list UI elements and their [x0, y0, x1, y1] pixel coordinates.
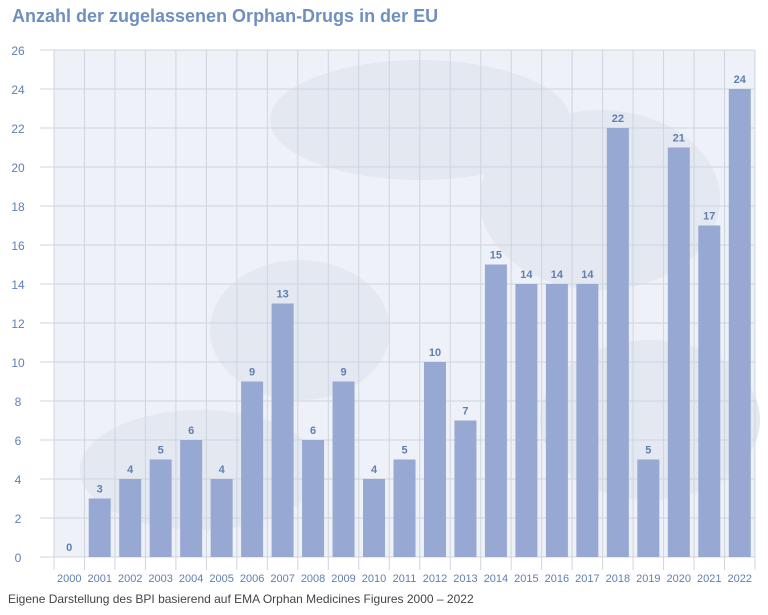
data-label: 5	[401, 445, 407, 457]
data-label: 14	[581, 269, 594, 281]
y-tick-label: 24	[11, 83, 25, 97]
x-tick-label: 2011	[393, 573, 417, 585]
x-tick-label: 2004	[179, 573, 203, 585]
data-label: 15	[490, 250, 502, 262]
map-shape	[210, 260, 390, 400]
x-tick-label: 2021	[697, 573, 721, 585]
y-tick-label: 22	[11, 122, 25, 136]
bar	[545, 284, 568, 557]
y-tick-label: 20	[11, 161, 25, 175]
x-tick-label: 2006	[240, 573, 264, 585]
bar	[484, 264, 507, 557]
x-tick-label: 2012	[423, 573, 447, 585]
x-tick-label: 2008	[301, 573, 325, 585]
bar	[119, 479, 142, 557]
chart-title: Anzahl der zugelassenen Orphan-Drugs in …	[12, 6, 439, 26]
source-note: Eigene Darstellung des BPI basierend auf…	[8, 592, 474, 606]
y-tick-label: 26	[11, 44, 25, 58]
y-tick-label: 8	[15, 395, 22, 409]
bar	[88, 498, 111, 557]
x-tick-label: 2017	[575, 573, 599, 585]
x-tick-label: 2014	[484, 573, 508, 585]
bar	[454, 420, 477, 557]
data-label: 6	[188, 425, 194, 437]
y-tick-label: 18	[11, 200, 25, 214]
x-tick-label: 2018	[606, 573, 630, 585]
data-label: 6	[310, 425, 316, 437]
y-tick-label: 16	[11, 239, 25, 253]
data-label: 4	[219, 464, 226, 476]
bar-chart: 0246810121416182022242602000320014200252…	[11, 44, 760, 585]
x-tick-label: 2001	[87, 573, 111, 585]
y-tick-label: 10	[11, 356, 25, 370]
bar	[332, 381, 355, 557]
data-label: 9	[249, 367, 255, 379]
data-label: 10	[429, 347, 441, 359]
data-label: 4	[127, 464, 134, 476]
data-label: 7	[462, 406, 468, 418]
bar	[576, 284, 599, 557]
x-tick-label: 2000	[57, 573, 81, 585]
x-tick-label: 2002	[118, 573, 142, 585]
data-label: 5	[645, 445, 651, 457]
bar	[149, 459, 172, 557]
data-label: 0	[66, 542, 72, 554]
data-label: 9	[340, 367, 346, 379]
y-tick-label: 0	[15, 551, 22, 565]
bar	[241, 381, 264, 557]
bar	[363, 479, 386, 557]
bar	[698, 225, 721, 557]
x-tick-label: 2020	[667, 573, 691, 585]
y-tick-label: 14	[11, 278, 25, 292]
bar	[606, 128, 629, 557]
x-tick-label: 2010	[362, 573, 386, 585]
data-label: 4	[371, 464, 378, 476]
data-label: 5	[158, 445, 164, 457]
x-tick-label: 2015	[514, 573, 538, 585]
data-label: 3	[97, 484, 103, 496]
data-label: 17	[703, 211, 715, 223]
x-tick-label: 2003	[148, 573, 172, 585]
x-tick-label: 2009	[331, 573, 355, 585]
x-tick-label: 2005	[209, 573, 233, 585]
data-label: 24	[734, 74, 747, 86]
bar	[210, 479, 233, 557]
bar	[393, 459, 416, 557]
bar	[423, 362, 446, 557]
bar	[728, 89, 751, 557]
y-tick-label: 6	[15, 434, 22, 448]
data-label: 14	[520, 269, 533, 281]
bar	[271, 303, 294, 557]
bar	[180, 440, 203, 557]
bar	[637, 459, 660, 557]
x-tick-label: 2016	[545, 573, 569, 585]
bar	[515, 284, 538, 557]
data-label: 22	[612, 113, 624, 125]
data-label: 21	[673, 133, 685, 145]
y-tick-label: 4	[15, 473, 22, 487]
x-tick-label: 2019	[636, 573, 660, 585]
data-label: 13	[276, 289, 288, 301]
data-label: 14	[551, 269, 564, 281]
y-tick-label: 2	[15, 512, 22, 526]
x-tick-label: 2022	[728, 573, 752, 585]
x-tick-label: 2007	[270, 573, 294, 585]
x-tick-label: 2013	[453, 573, 477, 585]
bar	[667, 147, 690, 557]
bar	[302, 440, 325, 557]
y-tick-label: 12	[11, 317, 25, 331]
